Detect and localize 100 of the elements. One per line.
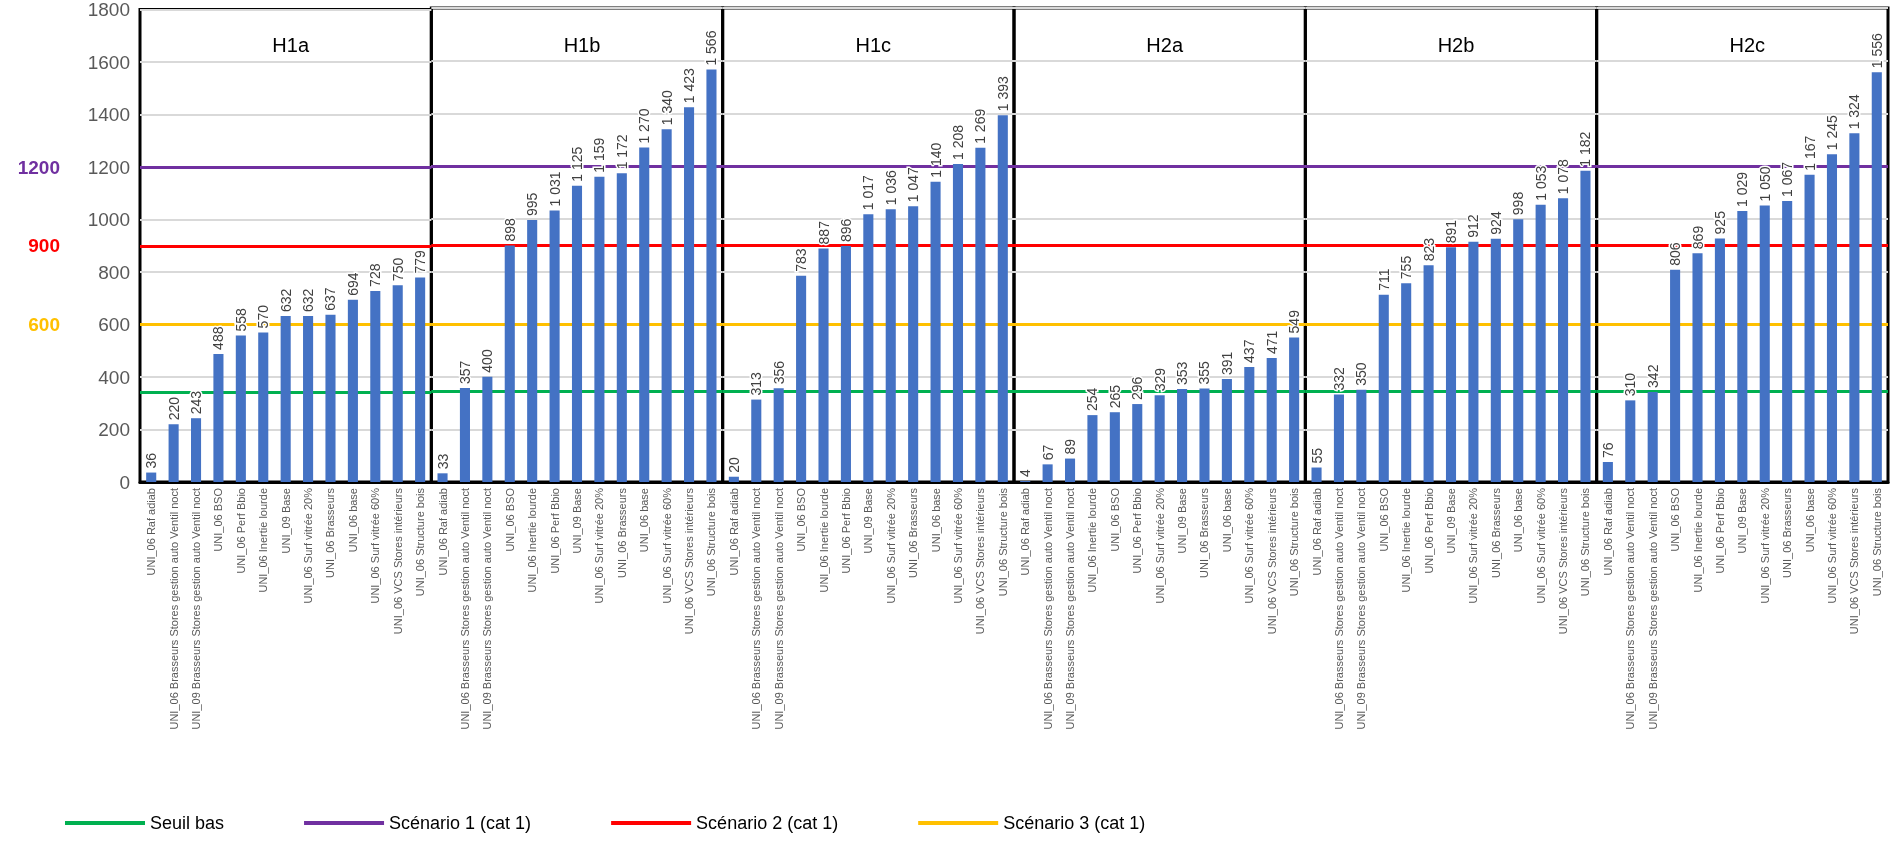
bar — [527, 219, 538, 482]
bar — [280, 316, 291, 482]
bar — [1580, 170, 1591, 482]
data-label: 1 393 — [994, 75, 1011, 112]
x-tick-label: UNI_06 Perf Bbio — [234, 488, 247, 574]
data-label: 755 — [1398, 255, 1415, 280]
data-label: 694 — [344, 272, 361, 296]
x-tick-label: UNI_09 Brasseurs Stores gestion auto Ventil noct — [481, 488, 494, 730]
bar — [1692, 253, 1703, 482]
bar — [1221, 379, 1232, 482]
data-label: 570 — [255, 304, 272, 329]
bar — [1154, 395, 1165, 482]
data-label: 1 556 — [1868, 33, 1885, 69]
data-label: 1 270 — [636, 108, 653, 144]
data-label: 1 269 — [972, 108, 989, 144]
bar — [1311, 467, 1322, 482]
data-label: 924 — [1487, 211, 1504, 235]
data-label: 400 — [479, 349, 496, 373]
bar — [146, 472, 157, 482]
data-label: 4 — [1017, 468, 1034, 477]
x-tick-label: UNI_06 VCS Stores intérieurs — [974, 487, 987, 635]
data-label: 20 — [725, 456, 742, 473]
bar — [1670, 269, 1681, 482]
data-label: 33 — [434, 453, 451, 470]
data-label: 549 — [1286, 309, 1303, 334]
x-tick-label: UNI_06 Surf vitrée 20% — [593, 487, 606, 604]
bar — [661, 129, 672, 482]
data-label: 342 — [1644, 364, 1661, 388]
x-tick-label: UNI_06 Surf vitrée 60% — [369, 487, 382, 604]
bar — [908, 206, 919, 482]
x-tick-label: UNI_06 Surf vitrée 60% — [951, 487, 964, 604]
data-label: 350 — [1353, 362, 1370, 386]
data-label: 1 182 — [1577, 131, 1594, 167]
x-tick-label: UNI_09 Base — [862, 488, 875, 554]
data-label: 1 067 — [1779, 161, 1796, 198]
data-label: 76 — [1599, 442, 1616, 458]
x-tick-label: UNI_06 Inertie lourde — [526, 488, 539, 593]
bar — [728, 476, 739, 482]
x-tick-label: UNI_09 Brasseurs Stores gestion auto Ventil noct — [772, 488, 785, 730]
bar — [1602, 461, 1613, 482]
x-tick-label: UNI_06 Raf adiab — [1310, 488, 1323, 576]
data-label: 558 — [232, 307, 249, 332]
x-tick-label: UNI_06 Surf vitrée 20% — [1153, 487, 1166, 604]
x-tick-label: UNI_06 Inertie lourde — [257, 488, 270, 593]
data-label: 711 — [1375, 268, 1392, 291]
data-label: 1 031 — [546, 171, 563, 207]
bar — [370, 290, 381, 482]
x-tick-label: UNI_06 Raf adiab — [436, 488, 449, 576]
x-tick-label: UNI_06 Brasseurs Stores gestion auto Ventil noct — [750, 488, 763, 730]
x-tick-label: UNI_06 base — [1803, 488, 1816, 553]
bar — [415, 277, 426, 482]
y-tick-label: 600 — [98, 314, 130, 335]
bar — [325, 314, 336, 482]
bar — [684, 107, 695, 482]
data-label: 1 566 — [703, 30, 720, 66]
data-label: 67 — [1039, 444, 1056, 461]
data-label: 898 — [501, 217, 518, 242]
x-tick-label: UNI_06 Raf adiab — [1601, 488, 1614, 576]
text: H2c — [1729, 34, 1766, 56]
bar — [1087, 415, 1098, 482]
legend-label: Scénario 1 (cat 1) — [389, 813, 532, 833]
bar — [1199, 388, 1210, 482]
data-label: 1 167 — [1801, 135, 1818, 171]
x-tick-label: UNI_06 BSO — [1669, 487, 1682, 552]
bar — [1849, 133, 1860, 482]
x-tick-label: UNI_06 base — [1220, 488, 1233, 553]
x-tick-label: UNI_06 Surf vitrée 60% — [1825, 487, 1838, 604]
x-tick-label: UNI_06 Inertie lourde — [817, 488, 830, 593]
data-label: 1 053 — [1532, 165, 1549, 201]
bar — [347, 299, 358, 482]
bar — [1333, 394, 1344, 482]
text: H1b — [563, 34, 601, 56]
x-tick-label: UNI_06 Surf vitrée 20% — [302, 487, 315, 604]
x-tick-label: UNI_06 Brasseurs Stores gestion auto Ventil noct — [1332, 488, 1345, 730]
data-label: 1 017 — [860, 174, 877, 211]
x-tick-label: UNI_06 Structure bois — [1579, 487, 1592, 597]
data-label: 313 — [748, 372, 765, 396]
x-tick-label: UNI_06 Brasseurs Stores gestion auto Ventil noct — [1624, 488, 1637, 730]
bar — [213, 353, 224, 482]
text: 600 — [28, 314, 60, 335]
data-label: 357 — [456, 360, 473, 384]
bar — [1558, 198, 1569, 482]
x-tick-label: UNI_06 VCS Stores intérieurs — [1557, 487, 1570, 635]
bar — [616, 173, 627, 482]
bar — [504, 245, 515, 482]
bar — [1513, 219, 1524, 482]
bar — [1132, 404, 1143, 482]
x-tick-label: UNI_06 Inertie lourde — [1691, 488, 1704, 593]
bar — [303, 316, 314, 482]
x-tick-label: UNI_06 Perf Bbio — [839, 488, 852, 574]
data-label: 1 340 — [658, 89, 675, 126]
x-tick-label: UNI_06 Surf vitrée 20% — [1758, 487, 1771, 604]
bar — [459, 387, 470, 482]
data-label: 265 — [1106, 384, 1123, 409]
data-label: 243 — [188, 390, 205, 415]
data-label: 1 036 — [882, 169, 899, 206]
x-tick-label: UNI_06 Brasseurs Stores gestion auto Ventil noct — [1041, 488, 1054, 730]
bar — [1177, 389, 1188, 482]
data-label: 89 — [1062, 438, 1079, 455]
bar — [1625, 400, 1636, 482]
